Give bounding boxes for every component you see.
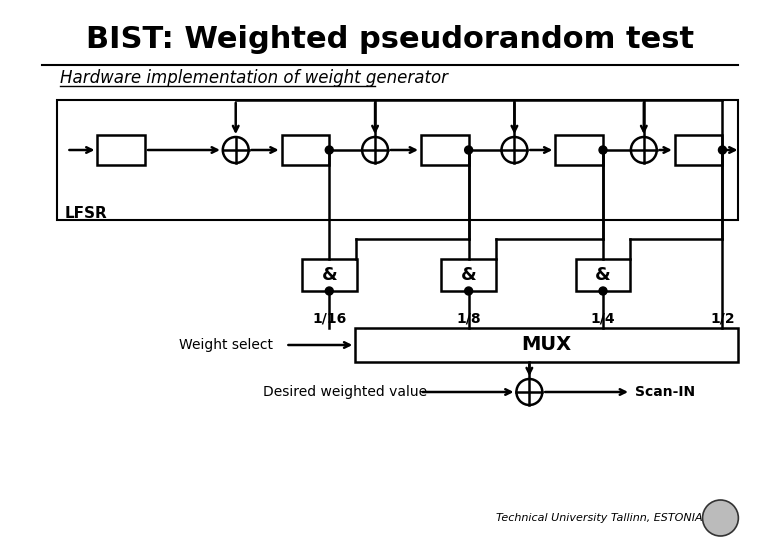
Circle shape [362,137,388,163]
Circle shape [502,137,527,163]
Bar [441,259,496,291]
Text: 1/16: 1/16 [312,311,346,325]
Text: BIST: Weighted pseudorandom test: BIST: Weighted pseudorandom test [86,25,694,55]
Bar [576,259,630,291]
Bar [421,135,469,165]
Bar [355,328,739,362]
Bar [302,259,356,291]
Text: MUX: MUX [522,335,572,354]
Text: Weight select: Weight select [179,338,273,352]
Text: Desired weighted value: Desired weighted value [263,385,427,399]
Text: &: & [321,266,337,284]
Circle shape [465,287,473,295]
Circle shape [465,146,473,154]
Circle shape [703,500,739,536]
Bar [57,100,739,220]
Text: Hardware implementation of weight generator: Hardware implementation of weight genera… [59,69,448,87]
Bar [282,135,329,165]
Text: Scan-IN: Scan-IN [635,385,695,399]
Bar [675,135,722,165]
Text: 1/4: 1/4 [590,311,615,325]
Text: Technical University Tallinn, ESTONIA: Technical University Tallinn, ESTONIA [496,513,702,523]
Bar [555,135,603,165]
Circle shape [631,137,657,163]
Text: &: & [461,266,477,284]
Circle shape [325,287,333,295]
Text: 1/2: 1/2 [710,311,735,325]
Circle shape [599,287,607,295]
Text: LFSR: LFSR [65,206,108,221]
Bar [98,135,145,165]
Circle shape [599,146,607,154]
Text: 1/8: 1/8 [456,311,481,325]
Text: &: & [595,266,611,284]
Circle shape [516,379,542,405]
Circle shape [718,146,726,154]
Circle shape [223,137,249,163]
Circle shape [325,146,333,154]
